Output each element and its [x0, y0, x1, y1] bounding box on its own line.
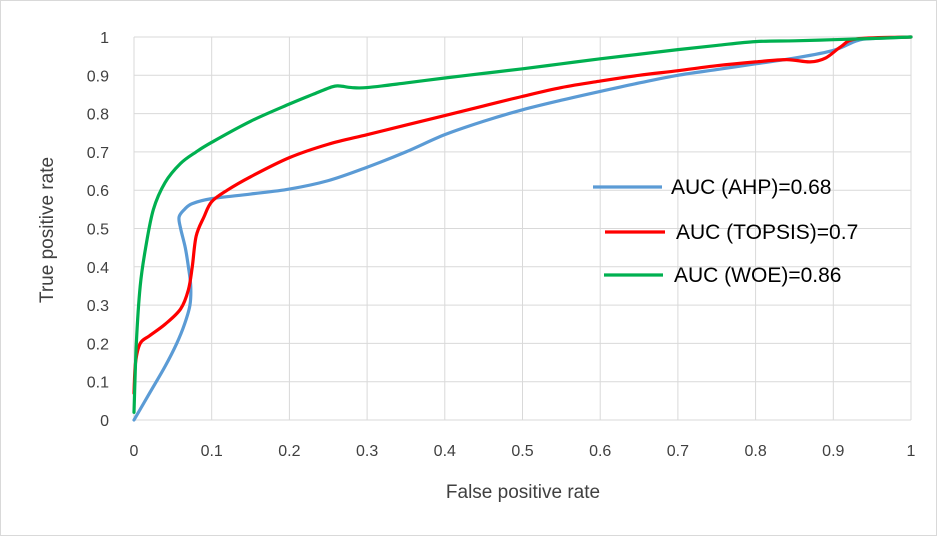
y-tick-label: 0.8: [87, 107, 109, 124]
x-tick-label: 0.6: [589, 443, 611, 460]
x-tick-label: 0: [130, 443, 139, 460]
y-tick-label: 0.1: [87, 375, 109, 392]
y-tick-label: 0: [100, 413, 109, 430]
x-tick-label: 0.8: [744, 443, 766, 460]
y-tick-label: 0.5: [87, 222, 109, 239]
y-tick-label: 0.2: [87, 336, 109, 353]
y-tick-label: 1: [100, 30, 109, 47]
x-tick-label: 0.5: [511, 443, 533, 460]
x-tick-label: 0.4: [434, 443, 456, 460]
x-tick-label: 0.3: [356, 443, 378, 460]
x-tick-label: 0.7: [667, 443, 689, 460]
series-line-ahp: [132, 35, 913, 422]
legend-label-ahp: AUC (AHP)=0.68: [671, 176, 831, 199]
y-axis-title: True positive rate: [37, 157, 58, 303]
x-axis-title: False positive rate: [446, 482, 600, 503]
x-tick-labels: 0 0.1 0.2 0.3 0.4 0.5 0.6 0.7 0.8 0.9 1: [130, 443, 916, 460]
legend: AUC (AHP)=0.68 AUC (TOPSIS)=0.7 AUC (WOE)=…: [593, 176, 858, 287]
y-tick-labels: 0 0.1 0.2 0.3 0.4 0.5 0.6 0.7 0.8 0.9 1: [87, 30, 109, 430]
y-tick-label: 0.4: [87, 260, 109, 277]
series-lines: [132, 35, 913, 422]
y-tick-label: 0.7: [87, 145, 109, 162]
y-tick-label: 0.3: [87, 298, 109, 315]
x-tick-label: 1: [907, 443, 916, 460]
x-tick-label: 0.9: [822, 443, 844, 460]
y-tick-label: 0.6: [87, 183, 109, 200]
series-line-woe: [132, 35, 913, 414]
series-line-topsis: [132, 35, 913, 395]
x-tick-label: 0.2: [278, 443, 300, 460]
gridlines: [133, 36, 912, 421]
legend-label-topsis: AUC (TOPSIS)=0.7: [676, 221, 858, 244]
legend-label-woe: AUC (WOE)=0.86: [674, 264, 841, 287]
y-tick-label: 0.9: [87, 68, 109, 85]
x-tick-label: 0.1: [201, 443, 223, 460]
